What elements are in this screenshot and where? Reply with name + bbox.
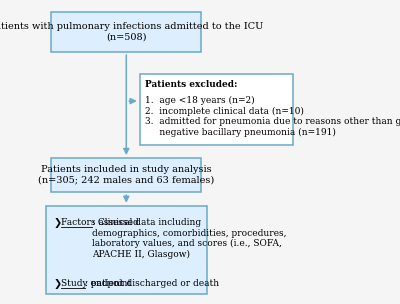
FancyBboxPatch shape (140, 74, 293, 144)
Text: : Clinical data including
demographics, comorbidities, procedures,
laboratory va: : Clinical data including demographics, … (92, 218, 286, 259)
Text: Study endpoint: Study endpoint (61, 279, 132, 288)
Text: ❯: ❯ (53, 218, 61, 228)
Text: Patients excluded:: Patients excluded: (144, 80, 237, 89)
Text: Patients included in study analysis
(n=305; 242 males and 63 females): Patients included in study analysis (n=3… (38, 165, 214, 185)
Text: Factors assessed: Factors assessed (61, 218, 139, 227)
FancyBboxPatch shape (46, 206, 207, 294)
Text: : patient discharged or death: : patient discharged or death (86, 279, 220, 288)
Text: 1.  age <18 years (n=2)
2.  incomplete clinical data (n=10)
3.  admitted for pne: 1. age <18 years (n=2) 2. incomplete cli… (144, 96, 400, 137)
FancyBboxPatch shape (51, 158, 202, 192)
Text: ❯: ❯ (53, 279, 61, 289)
FancyBboxPatch shape (51, 12, 202, 52)
Text: Patients with pulmonary infections admitted to the ICU
(n=508): Patients with pulmonary infections admit… (0, 22, 264, 42)
